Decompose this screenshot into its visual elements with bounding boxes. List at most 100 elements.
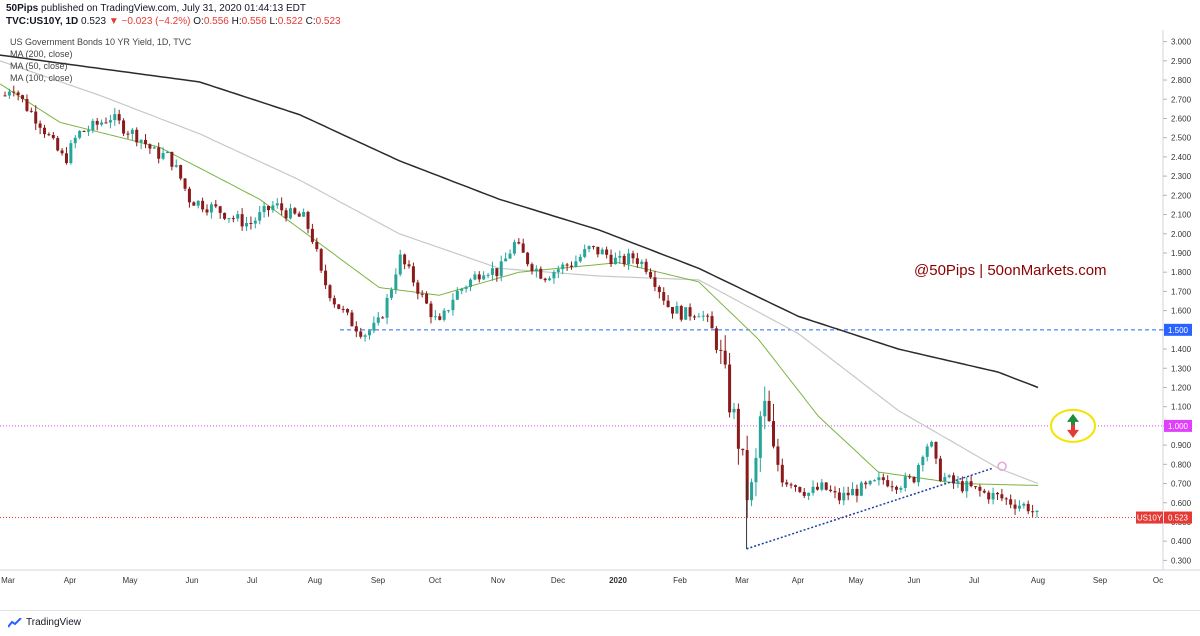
candle-body: [495, 268, 499, 277]
candle-body: [969, 481, 973, 487]
candle-body: [442, 310, 446, 320]
tradingview-brand: TradingView: [26, 617, 82, 628]
author-name[interactable]: 50Pips: [6, 3, 39, 14]
level-price-label: 0.523: [1168, 514, 1189, 523]
candle-body: [174, 165, 178, 167]
candle-body: [104, 122, 108, 124]
candle-body: [741, 448, 745, 451]
candle-body: [108, 120, 112, 123]
candle-body: [829, 489, 833, 492]
candle-body: [236, 214, 240, 219]
candle-body: [512, 242, 516, 254]
candle-body: [758, 416, 762, 458]
legend-ma200[interactable]: MA (200, close): [10, 49, 73, 59]
candle-body: [697, 316, 701, 318]
x-tick-label: Mar: [735, 576, 749, 585]
candle-body: [275, 203, 279, 206]
chart-area[interactable]: 3.000 2.900 2.800 2.700 2.600 2.500 2.400 2.300…: [0, 30, 1200, 608]
series-tag-label: US10Y: [1137, 514, 1163, 523]
candle-body: [122, 120, 126, 134]
candle-body: [280, 203, 284, 211]
candle-body: [223, 212, 227, 219]
y-tick-label: 0.600: [1171, 499, 1192, 508]
candle-body: [591, 246, 595, 248]
candle-body: [960, 481, 964, 492]
candle-body: [420, 293, 424, 295]
candle-body: [1000, 494, 1004, 499]
price-chart[interactable]: 3.000 2.900 2.800 2.700 2.600 2.500 2.400 2.300…: [0, 30, 1200, 608]
candle-body: [605, 249, 609, 255]
candle-body: [657, 286, 661, 293]
x-tick-label: Feb: [673, 576, 687, 585]
candle-body: [925, 446, 929, 457]
candle-body: [609, 254, 613, 265]
candle-body: [543, 278, 547, 281]
candle-body: [157, 147, 161, 159]
candle-body: [455, 290, 459, 300]
candle-body: [113, 114, 117, 121]
close-value: 0.523: [315, 16, 341, 27]
candle-body: [873, 480, 877, 482]
candle-body: [556, 269, 560, 273]
candle-body: [218, 206, 222, 213]
chart-background: [0, 30, 1200, 608]
y-tick-label: 2.500: [1171, 134, 1192, 143]
last-price: 0.523: [81, 16, 107, 27]
candle-body: [482, 275, 486, 280]
candle-body: [161, 153, 165, 159]
candle-body: [477, 274, 481, 280]
candle-body: [302, 211, 306, 217]
candle-body: [135, 129, 139, 143]
candle-body: [833, 491, 837, 493]
candle-body: [43, 127, 47, 135]
candle-body: [205, 209, 209, 213]
legend-ma50[interactable]: MA (50, close): [10, 61, 68, 71]
candle-body: [464, 287, 468, 289]
up-arrow-icon: [1067, 413, 1079, 427]
candle-body: [978, 486, 982, 491]
candle-body: [974, 486, 978, 488]
candle-body: [262, 206, 266, 213]
candle-body: [385, 297, 389, 318]
level-price-tag: [1164, 511, 1192, 524]
candle-body: [728, 364, 732, 413]
candle-body: [1035, 510, 1039, 513]
candle-body: [7, 91, 11, 96]
candle-body: [789, 484, 793, 486]
candle-body: [1009, 499, 1013, 505]
x-tick-label: 2020: [609, 576, 627, 585]
candle-body: [34, 111, 38, 124]
candle-body: [710, 316, 714, 329]
candle-body: [82, 130, 86, 132]
y-tick-label: 2.600: [1171, 114, 1192, 123]
candle-body: [297, 213, 301, 217]
candle-body: [868, 480, 872, 485]
candle-body: [183, 178, 187, 189]
candle-body: [148, 144, 152, 149]
candle-body: [332, 298, 336, 305]
candle-body: [29, 110, 33, 112]
candle-body: [508, 253, 512, 259]
candle-body: [956, 481, 960, 484]
candle-body: [468, 279, 472, 288]
candle-body: [139, 139, 143, 143]
candle-body: [38, 123, 42, 128]
legend-ma100[interactable]: MA (100, close): [10, 73, 73, 83]
candle-body: [534, 268, 538, 272]
candle-body: [561, 264, 565, 270]
candle-body: [916, 465, 920, 483]
candle-body: [930, 441, 934, 447]
candle-body: [754, 457, 758, 483]
candle-body: [767, 400, 771, 422]
candle-body: [881, 477, 885, 481]
candle-body: [886, 480, 890, 487]
x-tick-label: Dec: [551, 576, 565, 585]
x-tick-label: Aug: [1031, 576, 1045, 585]
candle-body: [613, 257, 617, 265]
tradingview-logo[interactable]: TradingView: [8, 617, 81, 628]
candle-body: [772, 421, 776, 447]
candle-body: [73, 137, 77, 144]
candle-body: [864, 482, 868, 485]
candle-body: [785, 482, 789, 485]
candle-body: [130, 129, 134, 134]
